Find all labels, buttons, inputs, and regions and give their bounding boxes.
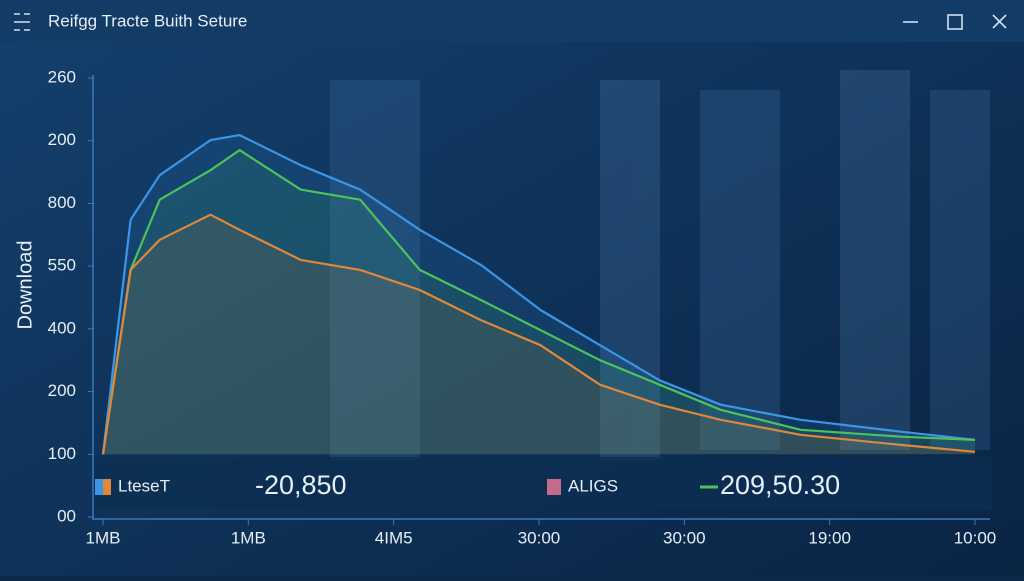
legend-bar bbox=[92, 457, 992, 509]
legend-value: -20,850 bbox=[255, 470, 347, 500]
line bbox=[101, 213, 976, 455]
line bbox=[101, 149, 976, 455]
y-tick-label: 100 bbox=[48, 444, 76, 463]
maximize-button[interactable] bbox=[947, 14, 963, 30]
y-tick-label: 260 bbox=[48, 67, 76, 86]
y-tick-label: 200 bbox=[48, 130, 76, 149]
legend-label: ALIGS bbox=[568, 476, 618, 495]
close-button[interactable] bbox=[992, 14, 1007, 29]
line bbox=[101, 134, 976, 455]
x-tick-label: 19:00 bbox=[808, 528, 851, 547]
window-title: Reifgg Tracte Buith Seture bbox=[48, 11, 247, 30]
area bbox=[103, 214, 975, 455]
x-tick-label: 1MB bbox=[231, 528, 266, 547]
y-tick-label: 550 bbox=[48, 256, 76, 275]
legend-swatch bbox=[547, 479, 561, 495]
legend-swatch bbox=[103, 479, 111, 495]
legend: LteseT -20,850 ALIGS 209,50.30 bbox=[95, 470, 840, 500]
legend-label: LteseT bbox=[118, 476, 170, 495]
app-icon bbox=[14, 13, 30, 31]
plot: 00 100 200 400 550 800 200 260 1MB 1MB 4IM5 30:00 30… bbox=[48, 67, 997, 547]
x-tick-label: 30:00 bbox=[663, 528, 706, 547]
backdrop bbox=[330, 70, 990, 460]
x-tick-label: 1MB bbox=[86, 528, 121, 547]
area bbox=[103, 135, 975, 455]
y-tick-label: 800 bbox=[48, 193, 76, 212]
y-axis-label: Download bbox=[14, 241, 36, 330]
area bbox=[103, 150, 975, 455]
x-tick-label: 4IM5 bbox=[375, 528, 413, 547]
y-tick-label: 200 bbox=[48, 381, 76, 400]
x-tick-label: 10:00 bbox=[954, 528, 997, 547]
legend-value: 209,50.30 bbox=[720, 470, 840, 500]
x-tick-label: 30:00 bbox=[518, 528, 561, 547]
y-tick-label: 400 bbox=[48, 318, 76, 337]
title-bar bbox=[0, 0, 1024, 42]
legend-swatch bbox=[95, 479, 103, 495]
y-tick-label: 00 bbox=[57, 506, 76, 525]
